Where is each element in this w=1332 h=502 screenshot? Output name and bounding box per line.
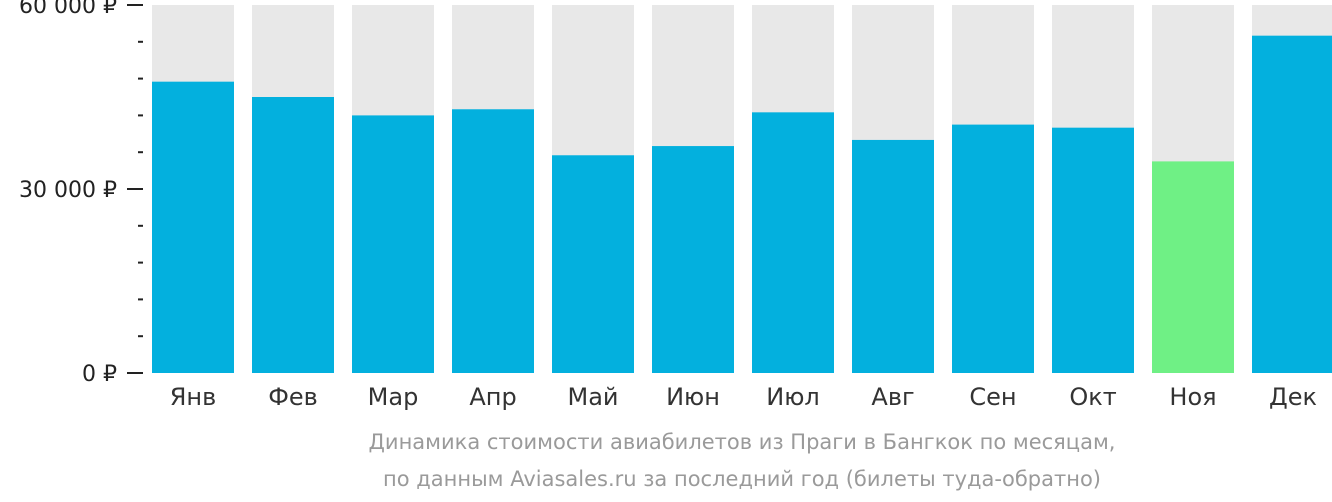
x-tick-label: Дек [1269, 383, 1317, 411]
price-bar-chart: 0 ₽ 30 000 ₽ 60 000 ₽ Янв Фев Мар Апр Май Июн Июл… [19, 0, 1332, 411]
x-tick-label: Янв [170, 383, 217, 411]
bar [252, 97, 334, 373]
bar [852, 139, 934, 373]
chart-caption-line-2: по данным Aviasales.ru за последний год … [383, 467, 1101, 491]
chart-caption-line-1: Динамика стоимости авиабилетов из Праги … [368, 430, 1116, 454]
bar [652, 146, 734, 373]
bar [452, 109, 534, 374]
x-tick-label: Апр [469, 383, 516, 411]
bar [552, 155, 634, 373]
x-tick-label: Окт [1069, 383, 1116, 411]
x-tick-label: Ноя [1169, 383, 1216, 411]
y-tick-label: 30 000 ₽ [19, 178, 117, 203]
bar [952, 124, 1034, 373]
bar [352, 115, 434, 374]
x-tick-label: Июл [766, 383, 820, 411]
x-tick-label: Фев [268, 383, 318, 411]
bar [152, 81, 234, 374]
bar-highlighted [1152, 161, 1234, 373]
y-tick-label: 60 000 ₽ [19, 0, 117, 19]
bar [1052, 127, 1134, 374]
x-tick-label: Сен [969, 383, 1016, 411]
bar [752, 112, 834, 373]
x-tick-label: Авг [871, 383, 914, 411]
x-tick-label: Май [567, 383, 618, 411]
y-tick-label: 0 ₽ [82, 362, 117, 387]
x-tick-label: Мар [368, 383, 419, 411]
x-tick-label: Июн [666, 383, 720, 411]
bar [1252, 35, 1332, 374]
